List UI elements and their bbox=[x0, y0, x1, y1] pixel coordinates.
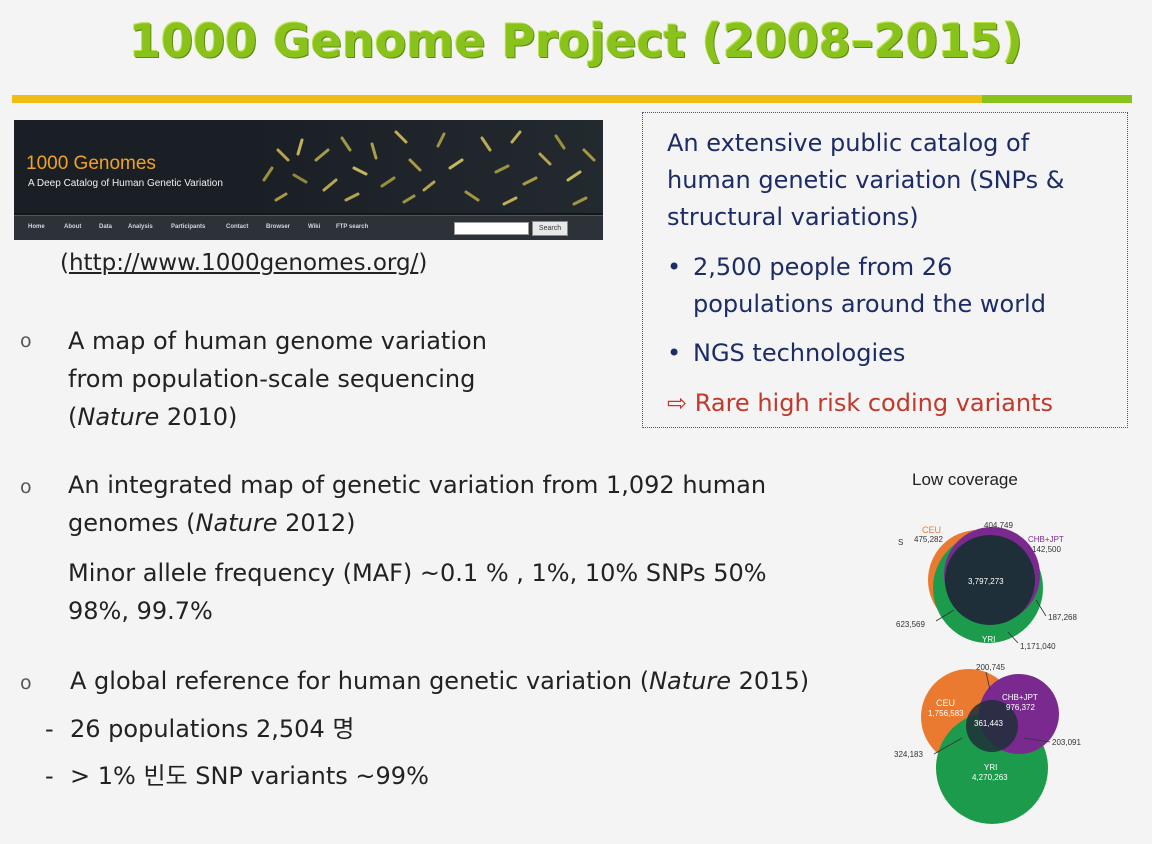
venn1-yri-value: 1,171,040 bbox=[1020, 642, 1056, 651]
title-rule-green bbox=[982, 95, 1132, 103]
venn1-yri-label: YRI bbox=[982, 635, 995, 644]
venn2-chb-label: CHB+JPT bbox=[1002, 693, 1038, 702]
url-link[interactable]: http://www.1000genomes.org/ bbox=[68, 250, 419, 276]
sub-bullet-populations: 26 populations 2,504 명 bbox=[70, 715, 355, 743]
bullet-marker: o bbox=[20, 672, 32, 694]
title-rule-gold bbox=[12, 95, 982, 103]
maf-text: Minor allele frequency (MAF) ~0.1 % , 1%… bbox=[68, 559, 767, 625]
banner-search-button[interactable]: Search bbox=[532, 221, 568, 236]
venn1-left-value: 623,569 bbox=[896, 620, 925, 629]
venn2-yri-value: 4,270,263 bbox=[972, 773, 1008, 782]
venn2-center-value: 361,443 bbox=[974, 719, 1003, 728]
venn-overlap-circle bbox=[945, 535, 1035, 625]
venn-diagrams: S CEU 475,282 404,749 CHB+JPT 142,500 3,… bbox=[894, 521, 1081, 824]
venn2-yri-label: YRI bbox=[984, 763, 997, 772]
infobox-bullet-ngs: • NGS technologies bbox=[667, 339, 906, 367]
venn1-right-value: 187,268 bbox=[1048, 613, 1077, 622]
nav-contact[interactable]: Contact bbox=[226, 224, 249, 230]
banner-subtitle: A Deep Catalog of Human Genetic Variatio… bbox=[28, 178, 223, 189]
bullet-nature-2015: A global reference for human genetic var… bbox=[70, 667, 810, 695]
nav-ftp-search[interactable]: FTP search bbox=[336, 224, 369, 230]
venn1-chb-value: 142,500 bbox=[1032, 545, 1061, 554]
infobox-intro: An extensive public catalog of human gen… bbox=[667, 129, 1065, 231]
venn1-center-value: 3,797,273 bbox=[968, 577, 1004, 586]
bullet-nature-2012: An integrated map of genetic variation f… bbox=[68, 471, 767, 537]
nav-wiki[interactable]: Wiki bbox=[308, 224, 321, 230]
infobox-arrow-rare-variants: ⇨ Rare high risk coding variants bbox=[667, 389, 1053, 417]
venn-low-coverage: S CEU 475,282 404,749 CHB+JPT 142,500 3,… bbox=[896, 521, 1077, 651]
nav-browser[interactable]: Browser bbox=[266, 224, 291, 230]
nav-data[interactable]: Data bbox=[99, 224, 113, 230]
venn2-chb-value: 976,372 bbox=[1006, 703, 1035, 712]
venn2-right-value: 203,091 bbox=[1052, 738, 1081, 747]
banner-search-input[interactable] bbox=[454, 222, 529, 235]
dash-marker: - bbox=[45, 762, 54, 790]
website-banner: 1000 Genomes A Deep Catalog of Human Gen… bbox=[14, 120, 603, 240]
nav-home[interactable]: Home bbox=[28, 224, 45, 230]
slide-title: 1000 Genome Project (2008–2015) bbox=[129, 14, 1023, 68]
sub-bullet-snp-variants: > 1% 빈도 SNP variants ~99% bbox=[70, 762, 429, 790]
venn1-chb-label: CHB+JPT bbox=[1028, 535, 1064, 544]
venn1-s-label: S bbox=[898, 538, 903, 547]
venn-high-coverage: 200,745 CEU 1,756,583 CHB+JPT 976,372 36… bbox=[894, 663, 1081, 824]
venn2-ceu-value: 1,756,583 bbox=[928, 709, 964, 718]
banner-nav-bar: Home About Data Analysis Participants Co… bbox=[14, 215, 603, 240]
bullet-nature-2010: A map of human genome variation from pop… bbox=[68, 327, 487, 431]
venn2-ceu-label: CEU bbox=[936, 698, 955, 708]
banner-title: 1000 Genomes bbox=[26, 153, 156, 174]
bullet-marker: o bbox=[20, 330, 32, 352]
venn2-left-value: 324,183 bbox=[894, 750, 923, 759]
venn2-top-value: 200,745 bbox=[976, 663, 1005, 672]
venn1-ceu-label: CEU bbox=[922, 525, 941, 535]
nav-analysis[interactable]: Analysis bbox=[128, 224, 153, 230]
dash-marker: - bbox=[45, 715, 54, 743]
chromosome-art bbox=[262, 130, 596, 206]
website-url: (http://www.1000genomes.org/) bbox=[60, 250, 428, 276]
venn1-ceu-value: 475,282 bbox=[914, 535, 943, 544]
infobox-bullet-populations: • 2,500 people from 26 populations around… bbox=[667, 253, 1046, 318]
nav-about[interactable]: About bbox=[64, 224, 82, 230]
nav-participants[interactable]: Participants bbox=[171, 224, 206, 230]
venn2-overlap-circle bbox=[966, 700, 1018, 752]
venn1-top-value: 404,749 bbox=[984, 521, 1013, 530]
catalog-infobox: An extensive public catalog of human gen… bbox=[642, 112, 1128, 428]
venn-heading: Low coverage bbox=[912, 470, 1018, 489]
bullet-marker: o bbox=[20, 476, 32, 498]
